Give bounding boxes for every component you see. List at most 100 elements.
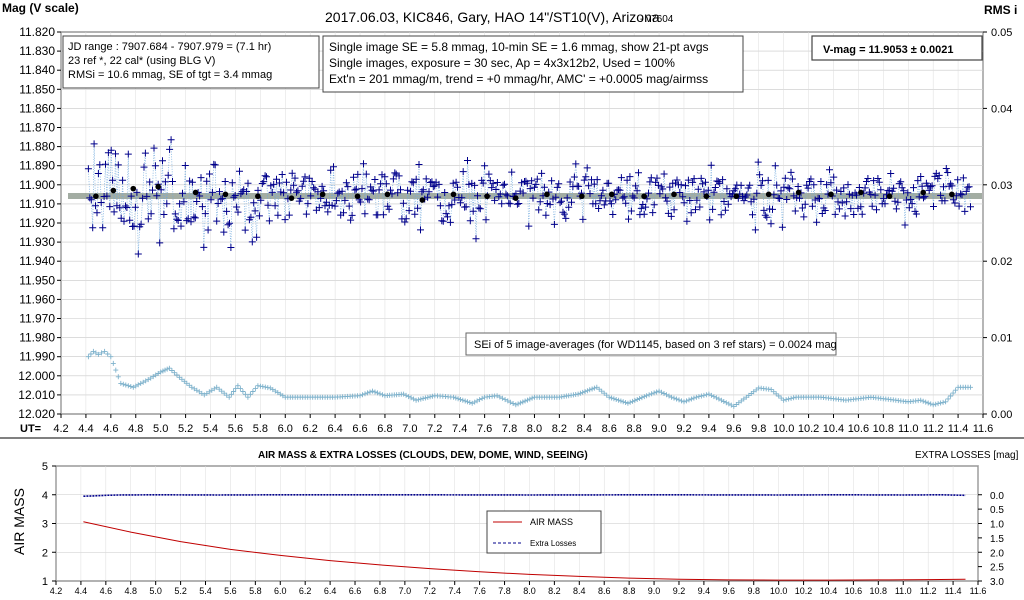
magnitude-point <box>536 198 544 206</box>
magnitude-point <box>676 189 684 196</box>
magnitude-point <box>737 181 745 189</box>
average-point <box>544 191 550 198</box>
magnitude-point <box>180 198 188 206</box>
magnitude-point <box>140 163 148 171</box>
rms-point <box>138 380 144 386</box>
magnitude-point <box>302 210 310 218</box>
top-y-tick-label: 11.840 <box>19 63 55 77</box>
rms-point <box>85 354 91 360</box>
magnitude-point <box>240 186 248 194</box>
magnitude-point <box>875 178 883 186</box>
magnitude-point <box>702 178 709 186</box>
magnitude-point <box>364 195 372 203</box>
magnitude-point <box>153 192 161 200</box>
magnitude-point <box>451 196 459 204</box>
rms-point <box>656 388 662 394</box>
rms-point <box>502 397 508 403</box>
magnitude-point <box>891 197 899 205</box>
magnitude-point <box>250 199 258 207</box>
rms-point <box>644 393 650 399</box>
magnitude-point <box>811 196 819 204</box>
magnitude-point <box>600 201 608 209</box>
magnitude-point <box>654 181 662 189</box>
magnitude-point <box>475 204 483 212</box>
rms-point <box>691 395 697 401</box>
magnitude-point <box>270 180 278 188</box>
magnitude-point <box>431 182 439 190</box>
magnitude-point <box>623 176 631 184</box>
rms-point <box>469 400 475 406</box>
top-y-tick-label: 11.830 <box>19 44 55 58</box>
magnitude-point <box>821 207 829 214</box>
magnitude-point <box>362 170 370 178</box>
magnitude-point <box>360 160 367 168</box>
magnitude-point <box>86 194 94 202</box>
magnitude-point <box>632 182 640 190</box>
bottom-x-tick-label: 8.0 <box>523 586 536 596</box>
rms-point <box>953 387 959 393</box>
magnitude-point <box>673 176 681 184</box>
top-x-tick-label: 8.0 <box>527 423 542 435</box>
magnitude-point <box>719 176 727 184</box>
magnitude-point <box>471 181 479 189</box>
magnitude-point <box>750 195 758 203</box>
rms-point <box>701 392 707 398</box>
magnitude-point <box>93 209 101 217</box>
magnitude-point <box>170 225 178 233</box>
magnitude-point <box>255 212 263 220</box>
average-point <box>155 183 161 190</box>
magnitude-point <box>112 150 119 158</box>
magnitude-point <box>379 211 387 219</box>
magnitude-point <box>840 184 848 192</box>
magnitude-point <box>597 192 605 200</box>
magnitude-point <box>962 187 970 195</box>
magnitude-point <box>917 173 925 180</box>
top-y-tick-label: 11.930 <box>19 235 55 249</box>
top-y-tick-label: 11.870 <box>19 121 55 135</box>
magnitude-point <box>689 178 697 186</box>
rms-point <box>494 393 500 399</box>
magnitude-point <box>465 180 473 188</box>
rms-point <box>649 391 655 397</box>
magnitude-point <box>134 250 142 258</box>
magnitude-point <box>156 239 164 247</box>
magnitude-point <box>481 162 489 170</box>
magnitude-point <box>203 177 211 185</box>
magnitude-point <box>278 171 286 178</box>
top-y2-tick-label: 0.01 <box>991 333 1012 345</box>
magnitude-point <box>590 180 598 188</box>
magnitude-point <box>161 178 169 186</box>
magnitude-point <box>243 188 251 195</box>
magnitude-point <box>411 210 419 218</box>
info-line-2: Single images, exposure = 30 sec, Ap = 4… <box>329 56 675 70</box>
magnitude-point <box>553 183 561 191</box>
rms-point <box>711 394 717 400</box>
magnitude-point <box>114 161 122 169</box>
magnitude-point <box>332 197 340 205</box>
magnitude-point <box>961 207 969 215</box>
average-point <box>579 193 585 200</box>
magnitude-point <box>265 217 273 225</box>
rms-point <box>120 381 126 387</box>
magnitude-point <box>757 181 765 189</box>
magnitude-point <box>930 203 937 210</box>
magnitude-point <box>166 145 174 153</box>
magnitude-point <box>258 180 266 187</box>
magnitude-point <box>324 208 332 216</box>
magnitude-point <box>491 196 499 204</box>
bottom-x-tick-label: 5.6 <box>224 586 237 596</box>
magnitude-point <box>637 204 645 212</box>
rms-point <box>923 399 929 405</box>
magnitude-point <box>616 186 624 194</box>
magnitude-point <box>193 198 201 205</box>
bottom-x-tick-label: 10.0 <box>770 586 788 596</box>
magnitude-point <box>570 173 578 181</box>
top-y-tick-label: 11.850 <box>19 82 55 96</box>
magnitude-point <box>710 188 718 196</box>
bottom-x-tick-label: 8.6 <box>598 586 611 596</box>
magnitude-point <box>599 186 607 194</box>
rms-point <box>497 394 503 400</box>
rms-point <box>408 395 414 401</box>
magnitude-point <box>709 205 717 213</box>
top-x-tick-label: 6.6 <box>352 423 367 435</box>
